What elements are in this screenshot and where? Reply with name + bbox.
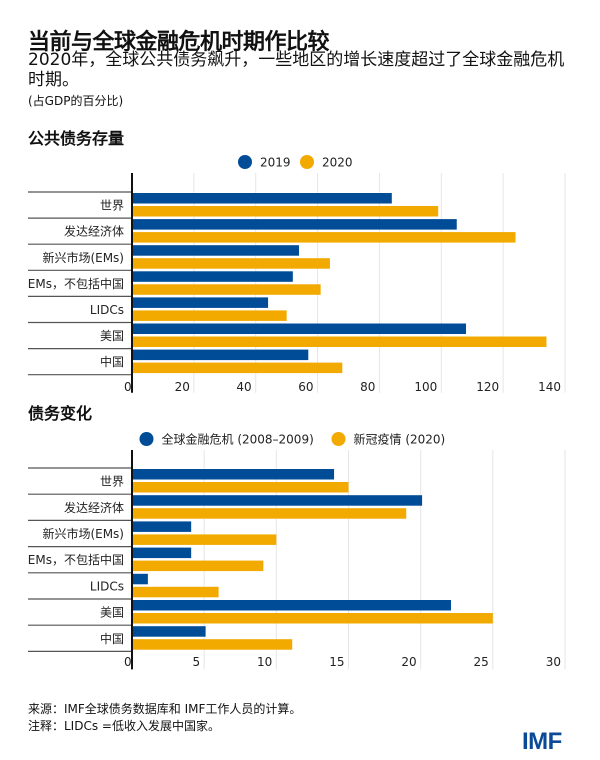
category-label: EMs，不包括中国: [28, 552, 124, 567]
category-label: EMs，不包括中国: [28, 276, 124, 291]
bar-blue: [132, 547, 192, 559]
bar-blue: [132, 469, 335, 480]
legend-marker: [331, 432, 346, 446]
bar-blue: [132, 600, 451, 611]
category-label: 世界: [100, 475, 124, 489]
bar-orange: [132, 508, 407, 519]
bar-orange: [132, 560, 264, 572]
category-label: 发达经济体: [64, 224, 124, 239]
unit-label: (占GDP的百分比): [28, 94, 124, 108]
category-label: 美国: [100, 606, 124, 620]
category-label: 新兴市场(EMs): [42, 526, 124, 541]
bar-blue: [132, 521, 192, 532]
bar-orange: [132, 310, 287, 321]
bar-blue: [132, 297, 269, 308]
bar-blue: [132, 573, 148, 585]
bar-blue: [132, 626, 206, 637]
x-tick-label: 20: [175, 380, 190, 394]
category-label: LIDCs: [90, 303, 124, 317]
category-label: 中国: [100, 631, 124, 646]
bar-blue: [132, 219, 457, 230]
bar-orange: [132, 206, 439, 217]
x-tick-label: 80: [360, 380, 375, 394]
bar-orange: [132, 534, 277, 545]
category-label: LIDCs: [90, 579, 124, 593]
legend-marker: [139, 432, 154, 446]
category-label: 中国: [100, 354, 124, 369]
section-title-debt-change: 债务变化: [28, 404, 93, 423]
footnote: 注释：LIDCs =低收入发展中国家。: [28, 719, 220, 733]
bar-orange: [132, 362, 343, 374]
x-tick-label: 120: [476, 380, 499, 394]
bar-orange: [132, 586, 219, 598]
x-tick-label: 15: [329, 655, 344, 669]
bar-orange: [132, 232, 516, 243]
x-tick-label: 60: [298, 380, 313, 394]
legend-label: 2020: [322, 156, 353, 170]
x-tick-label: 100: [414, 380, 437, 394]
legend-label: 新冠疫情 (2020): [354, 432, 446, 447]
x-tick-label: 140: [538, 380, 561, 394]
bar-orange: [132, 258, 330, 269]
legend-label: 2019: [260, 156, 291, 170]
category-label: 世界: [100, 199, 124, 213]
bar-blue: [132, 245, 300, 256]
bar-blue: [132, 271, 293, 282]
x-tick-label: 30: [546, 655, 561, 669]
x-tick-label: 0: [124, 380, 132, 394]
bar-orange: [132, 482, 349, 493]
bar-orange: [132, 613, 493, 624]
legend-label: 全球金融危机 (2008–2009): [162, 432, 314, 447]
bar-orange: [132, 284, 321, 295]
x-tick-label: 25: [474, 655, 489, 669]
chart-title: 当前与全球金融危机时期作比较: [28, 30, 330, 55]
x-tick-label: 10: [257, 655, 272, 669]
bar-orange: [132, 639, 293, 650]
x-tick-label: 40: [236, 380, 251, 394]
bar-blue: [132, 349, 309, 361]
category-label: 美国: [100, 329, 124, 343]
imf-logo: IMF: [522, 728, 562, 755]
x-tick-label: 0: [124, 655, 132, 669]
bar-blue: [132, 193, 392, 204]
bar-orange: [132, 336, 547, 347]
chart-subtitle: 2020年，全球公共债务飙升，一些地区的增长速度超过了全球金融危机时期。: [28, 50, 565, 90]
category-label: 新兴市场(EMs): [42, 250, 124, 265]
x-tick-label: 5: [193, 655, 201, 669]
section-title-debt-stock: 公共债务存量: [28, 129, 125, 148]
category-label: 发达经济体: [64, 500, 124, 515]
legend-marker: [238, 155, 252, 169]
bar-blue: [132, 323, 467, 334]
bar-blue: [132, 495, 423, 506]
legend-marker: [300, 155, 314, 169]
x-tick-label: 20: [401, 655, 416, 669]
source-note: 来源：IMF全球债务数据库和 IMF工作人员的计算。: [28, 702, 302, 716]
